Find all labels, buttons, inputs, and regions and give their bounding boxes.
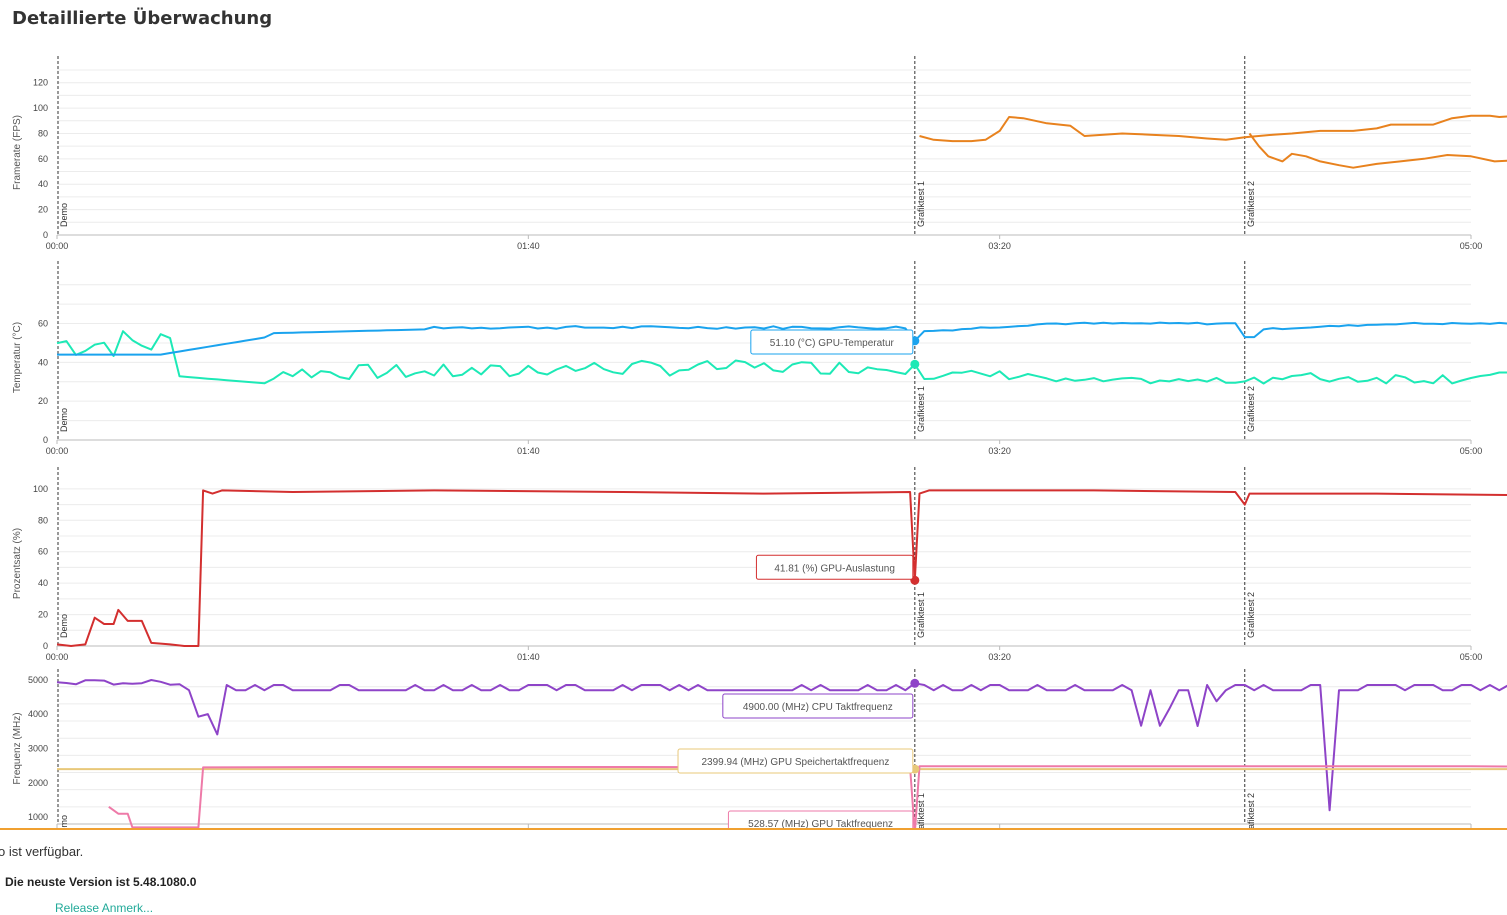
y-tick-label: 0 [43, 641, 48, 651]
test-marker-label: Grafiktest 2 [1246, 181, 1256, 227]
y-tick-label: 120 [33, 78, 48, 88]
tooltip-text: 41.81 (%) GPU-Auslastung [774, 563, 895, 574]
y-tick-label: 100 [33, 103, 48, 113]
y-tick-label: 40 [38, 357, 48, 367]
tooltip-text: 4900.00 (MHz) CPU Taktfrequenz [743, 702, 893, 713]
x-tick-label: 05:00 [1460, 241, 1483, 251]
test-marker-label: Demo [59, 815, 69, 829]
hover-dot [910, 679, 919, 688]
x-tick-label: 01:40 [517, 241, 540, 251]
page-title: Detaillierte Überwachung [12, 8, 272, 29]
y-tick-label: 3000 [28, 744, 48, 754]
hover-dot [910, 360, 919, 369]
fps-line [920, 83, 1507, 141]
test-marker-label: Demo [59, 614, 69, 638]
test-marker-label: Demo [59, 203, 69, 227]
y-tick-label: 80 [38, 515, 48, 525]
test-marker-label: Grafiktest 1 [916, 592, 926, 638]
y-tick-label: 5000 [28, 675, 48, 685]
y-tick-label: 80 [38, 128, 48, 138]
y-tick-label: 60 [38, 547, 48, 557]
update-available-text: o ist verfügbar. [0, 844, 83, 859]
y-tick-label: 20 [38, 610, 48, 620]
test-marker-label: Grafiktest 2 [1246, 793, 1256, 829]
y-tick-label: 2000 [28, 778, 48, 788]
y-tick-label: 20 [38, 205, 48, 215]
y-tick-label: 20 [38, 396, 48, 406]
y-tick-label: 4000 [28, 709, 48, 719]
x-tick-label: 00:00 [46, 446, 69, 456]
y-tick-label: 60 [38, 319, 48, 329]
y-axis-label: Frequenz (MHz) [12, 712, 23, 784]
y-axis-label: Framerate (FPS) [12, 115, 23, 190]
frequency-chart: 1000200030004000500000:0001:4003:2005:00… [0, 669, 1507, 829]
y-tick-label: 40 [38, 179, 48, 189]
fps-line [1250, 118, 1507, 168]
load-chart: 0 20 40 60 80 100 00:00 01:40 03:20 05:00 Prozents… [0, 463, 1507, 669]
release-notes-link[interactable]: Release Anmerk... [55, 901, 153, 915]
x-tick-label: 05:00 [1460, 446, 1483, 456]
update-notification: o ist verfügbar. Die neuste Version ist … [0, 828, 1507, 909]
x-tick-label: 03:20 [988, 241, 1011, 251]
y-tick-label: 0 [43, 435, 48, 445]
x-tick-label: 05:00 [1460, 652, 1483, 662]
framerate-chart: 0 20 40 60 80 100 120 00:00 01:40 03:20 05:00 Frame… [0, 52, 1507, 257]
y-axis-label: Temperatur (°C) [12, 322, 23, 393]
x-tick-label: 01:40 [517, 652, 540, 662]
y-axis-label: Prozentsatz (%) [12, 528, 23, 599]
temperature-chart: 0 20 40 60 00:00 01:40 03:20 05:00 Temperatur (°… [0, 257, 1507, 463]
y-tick-label: 0 [43, 230, 48, 240]
x-tick-label: 00:00 [46, 241, 69, 251]
test-marker-label: Grafiktest 2 [1246, 386, 1256, 432]
tooltip-text: 2399.94 (MHz) GPU Speichertaktfrequenz [701, 757, 889, 768]
y-tick-label: 40 [38, 578, 48, 588]
x-tick-label: 01:40 [517, 446, 540, 456]
y-tick-label: 100 [33, 484, 48, 494]
test-marker-label: Grafiktest 1 [916, 386, 926, 432]
test-marker-label: Grafiktest 1 [916, 181, 926, 227]
x-tick-label: 00:00 [46, 652, 69, 662]
test-marker-label: Grafiktest 2 [1246, 592, 1256, 638]
x-tick-label: 03:20 [988, 652, 1011, 662]
tooltip-text: 51.10 (°C) GPU-Temperatur [770, 338, 895, 349]
x-tick-label: 03:20 [988, 446, 1011, 456]
latest-version-text: Die neuste Version ist 5.48.1080.0 [5, 875, 196, 889]
test-marker-label: Demo [59, 408, 69, 432]
y-tick-label: 60 [38, 154, 48, 164]
y-tick-label: 1000 [28, 812, 48, 822]
